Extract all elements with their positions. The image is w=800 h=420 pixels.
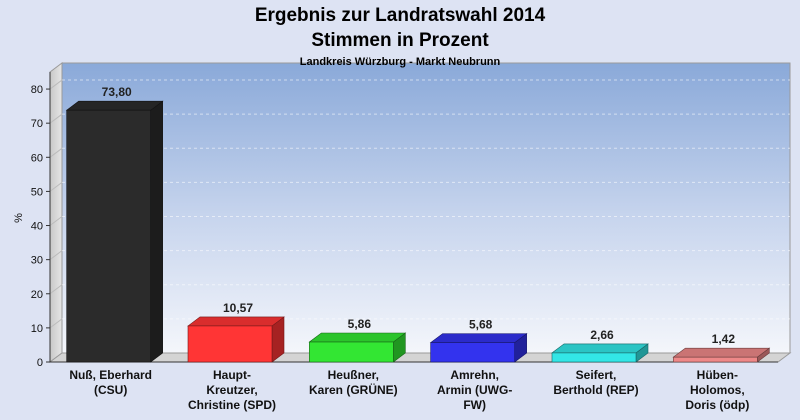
- gridline-side: [49, 216, 63, 226]
- x-tick-label-line: Amrehn,: [450, 368, 499, 382]
- gridline-side: [49, 79, 63, 90]
- x-tick-label: Heußner, Karen (GRÜNE): [309, 368, 398, 397]
- chart-subtitle: Stimmen in Prozent: [311, 30, 489, 51]
- x-tick-label: Nuß, Eberhard (CSU): [69, 368, 152, 397]
- x-tick-label: Hüben-Holomos, Doris (ödp): [685, 368, 749, 412]
- bar-top: [65, 100, 164, 111]
- bar-group: [187, 316, 285, 363]
- y-tick-label: 30: [31, 255, 43, 267]
- bar-top: [551, 343, 649, 354]
- gridline-side: [49, 147, 63, 158]
- chart-caption: Landkreis Würzburg - Markt Neubrunn: [300, 56, 501, 68]
- data-label: 2,66: [590, 328, 614, 342]
- x-tick-label-line: FW): [463, 398, 486, 412]
- bar: [430, 342, 515, 363]
- gridline-side: [49, 284, 63, 295]
- gridline-side: [49, 113, 63, 124]
- x-tick-label-line: Berthold (REP): [553, 383, 638, 397]
- gridline-side: [49, 250, 63, 261]
- x-tick-label: Haupt-Kreutzer, Christine (SPD): [188, 368, 276, 412]
- bar-top: [187, 316, 285, 327]
- bar-group: [429, 333, 528, 363]
- x-tick-label-line: Holomos,: [690, 383, 745, 397]
- x-tick-label-line: (CSU): [94, 383, 127, 397]
- chart-title: Ergebnis zur Landratswahl 2014: [255, 5, 546, 26]
- x-tick-label-line: Hüben-: [697, 368, 738, 382]
- bar-group: [308, 332, 407, 363]
- y-tick-label: 0: [37, 357, 43, 369]
- x-tick-label-line: Doris (ödp): [685, 398, 749, 412]
- data-label: 1,42: [712, 332, 736, 346]
- x-tick-label-line: Heußner,: [328, 368, 379, 382]
- bar-side: [150, 100, 163, 363]
- x-tick-label: Amrehn, Armin (UWG-FW): [437, 368, 512, 412]
- y-tick-label: 50: [31, 186, 43, 198]
- bar: [66, 109, 151, 363]
- data-label: 10,57: [223, 301, 253, 315]
- bar-group: [672, 347, 771, 363]
- bar: [309, 341, 394, 363]
- y-tick-label: 40: [31, 221, 43, 233]
- data-label: 5,86: [348, 317, 372, 331]
- bar-top: [429, 333, 528, 343]
- bar-group: [65, 100, 164, 363]
- x-tick-label-line: Seifert,: [576, 368, 617, 382]
- y-tick-label: 70: [31, 118, 43, 130]
- gridline-side: [49, 182, 63, 192]
- y-axis-label: %: [13, 213, 25, 223]
- x-tick-label-line: Christine (SPD): [188, 398, 276, 412]
- bar-top: [308, 332, 407, 343]
- y-tick-label: 10: [31, 323, 43, 335]
- bar-top: [672, 347, 771, 358]
- y-tick-label: 60: [31, 152, 43, 164]
- bar-group: [551, 343, 649, 363]
- x-tick-label: Seifert, Berthold (REP): [553, 368, 638, 397]
- bar: [551, 352, 637, 363]
- x-tick-label-line: Karen (GRÜNE): [309, 382, 398, 397]
- bar: [187, 325, 273, 363]
- plot-back-wall: [61, 62, 791, 354]
- bar: [673, 356, 758, 363]
- y-tick-label: 80: [31, 84, 43, 96]
- x-tick-label-line: Armin (UWG-: [437, 383, 512, 397]
- x-tick-label-line: Nuß, Eberhard: [69, 368, 152, 382]
- data-label: 5,68: [469, 318, 493, 332]
- data-label: 73,80: [102, 85, 132, 99]
- x-tick-label-line: Haupt-: [213, 368, 251, 382]
- x-tick-label-line: Kreutzer,: [206, 383, 257, 397]
- plot-side-wall: [49, 62, 63, 363]
- y-tick-label: 20: [31, 289, 43, 301]
- gridline-side: [49, 318, 63, 329]
